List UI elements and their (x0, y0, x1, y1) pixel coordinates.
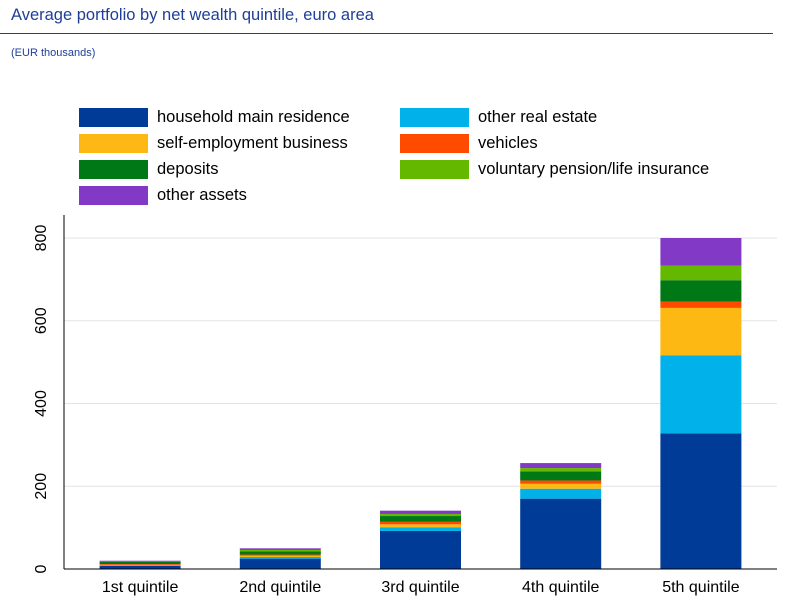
chart-subtitle: (EUR thousands) (11, 47, 96, 59)
legend-swatch (79, 107, 148, 127)
bar-segment-self-employment-business (520, 483, 602, 489)
legend-label: vehicles (478, 133, 538, 152)
legend-label: voluntary pension/life insurance (478, 159, 710, 178)
bar-segment-vehicles (380, 521, 461, 525)
bar-segment-other-real-estate (660, 355, 742, 434)
y-tick-label: 400 (33, 390, 50, 417)
bar-segment-deposits (99, 561, 181, 565)
legend-item-other-assets: other assets (79, 184, 247, 206)
legend-label: other real estate (478, 107, 598, 126)
bar-segment-vehicles (520, 480, 602, 484)
x-tick-label: 1st quintile (102, 579, 179, 596)
bar-segment-vehicles (99, 564, 181, 565)
legend-item-vehicles: vehicles (400, 132, 538, 154)
bar-segment-other-real-estate (380, 527, 461, 531)
legend-item-voluntary-pension-life-insurance: voluntary pension/life insurance (400, 158, 709, 180)
bar-segment-voluntary-pension-life-insurance (660, 265, 742, 281)
bar-segment-deposits (520, 471, 602, 481)
bar-segment-other-assets (660, 238, 742, 266)
bar-segment-other-real-estate (239, 557, 321, 559)
legend-item-deposits: deposits (79, 158, 218, 180)
legend-item-self-employment-business: self-employment business (79, 132, 348, 154)
bar-segment-household-main-residence (239, 558, 321, 569)
bar-segment-vehicles (660, 301, 742, 308)
axes (63, 215, 777, 570)
bars (99, 238, 742, 569)
bar-segment-household-main-residence (520, 498, 602, 569)
legend-label: other assets (157, 185, 247, 204)
bar-segment-self-employment-business (239, 555, 321, 558)
y-tick-label: 200 (33, 473, 50, 500)
bar-segment-deposits (380, 516, 461, 522)
title-divider (0, 33, 773, 34)
legend-label: deposits (157, 159, 219, 178)
x-tick-label: 5th quintile (662, 579, 739, 596)
legend-swatch (79, 159, 148, 179)
chart-title: Average portfolio by net wealth quintile… (11, 6, 374, 24)
bar-segment-household-main-residence (99, 565, 181, 569)
bar-segment-other-assets (380, 510, 461, 514)
legend-swatch (400, 133, 469, 153)
bar-segment-self-employment-business (660, 307, 742, 356)
legend-item-other-real-estate: other real estate (400, 106, 597, 128)
bar-segment-vehicles (239, 554, 321, 556)
legend-swatch (79, 133, 148, 153)
bar-segment-voluntary-pension-life-insurance (380, 513, 461, 517)
bar-segment-self-employment-business (380, 524, 461, 528)
bar-segment-deposits (239, 551, 321, 555)
legend-swatch (400, 159, 469, 179)
bar-segment-other-assets (520, 463, 602, 469)
y-tick-label: 600 (33, 307, 50, 334)
legend-item-household-main-residence: household main residence (79, 106, 350, 128)
bar-segment-other-assets (239, 548, 321, 550)
bar-segment-household-main-residence (660, 433, 742, 569)
grid-lines (64, 237, 777, 487)
tick-labels: 0 200 400 600 800 1st quintile 2nd quintile 3rd… (33, 225, 740, 596)
bar-segment-other-real-estate (520, 488, 602, 499)
legend-label: household main residence (157, 107, 350, 126)
legend-label: self-employment business (157, 133, 348, 152)
bar-segment-voluntary-pension-life-insurance (239, 549, 321, 552)
x-tick-label: 2nd quintile (239, 579, 321, 596)
bar-segment-other-assets (99, 560, 181, 562)
y-tick-label: 0 (33, 564, 50, 573)
legend-swatch (400, 107, 469, 127)
y-tick-label: 800 (33, 225, 50, 252)
bar-segment-household-main-residence (380, 530, 461, 569)
bar-segment-voluntary-pension-life-insurance (520, 468, 602, 472)
x-tick-label: 3rd quintile (381, 579, 459, 596)
bar-segment-deposits (660, 280, 742, 302)
x-tick-label: 4th quintile (522, 579, 599, 596)
legend-swatch (79, 185, 148, 205)
